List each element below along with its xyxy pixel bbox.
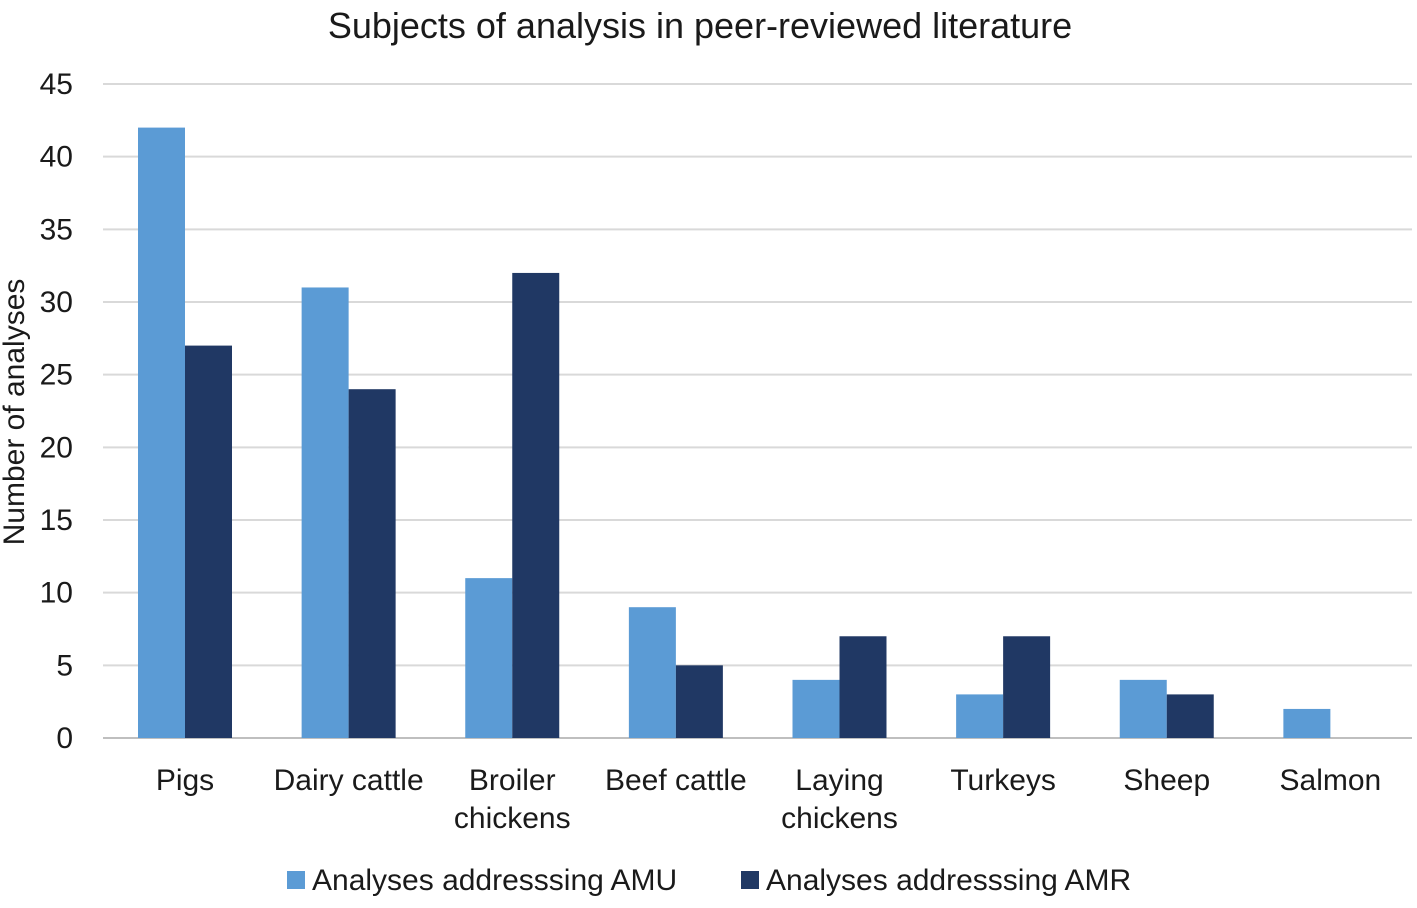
y-tick-label: 20 (40, 431, 73, 464)
bar-amu (1283, 708, 1331, 738)
y-tick-label: 15 (40, 504, 73, 537)
x-category-label: Laying chickens (781, 764, 898, 835)
y-tick-label: 30 (40, 286, 73, 319)
bar-amu (465, 578, 513, 738)
x-category-label: Salmon (1280, 764, 1382, 797)
bar-amr (512, 272, 560, 738)
y-tick-label: 10 (40, 577, 73, 610)
chart-title: Subjects of analysis in peer-reviewed li… (328, 5, 1072, 46)
bar-amr (1003, 636, 1051, 738)
bar-amr (348, 389, 396, 738)
gridlines (103, 83, 1412, 739)
bar-amu (138, 127, 185, 739)
bar-amu (301, 287, 349, 738)
x-category-label: Beef cattle (605, 764, 747, 797)
y-tick-label: 40 (40, 141, 73, 174)
bar-amu (1119, 679, 1167, 738)
bar-amr (839, 636, 887, 738)
bar-amr (675, 665, 723, 738)
x-category-label: Pigs (156, 764, 214, 797)
y-tick-label: 0 (56, 722, 73, 755)
y-tick-label: 25 (40, 359, 73, 392)
x-category-label: Dairy cattle (274, 764, 424, 797)
bars (138, 127, 1331, 739)
bar-amr (185, 345, 232, 738)
legend: Analyses addresssing AMU Analyses address… (287, 864, 1131, 897)
legend-label: Analyses addresssing AMU (312, 864, 677, 897)
y-tick-label: 5 (56, 649, 73, 682)
legend-label: Analyses addresssing AMR (766, 864, 1131, 897)
bar-amu (956, 694, 1004, 738)
y-axis-title: Number of analyses (0, 279, 31, 546)
y-axis-ticks: 0 5 10 15 20 25 30 35 40 45 (40, 68, 73, 755)
x-category-label: Broiler chickens (454, 764, 571, 835)
x-category-label: Turkeys (950, 764, 1056, 797)
bar-amr (1166, 694, 1214, 738)
x-axis-categories: Pigs Dairy cattle Broiler chickens Beef catt… (156, 764, 1381, 835)
bar-amu (628, 607, 676, 738)
legend-swatch (287, 871, 305, 889)
bar-amu (792, 679, 840, 738)
legend-swatch (741, 871, 759, 889)
y-tick-label: 35 (40, 213, 73, 246)
y-tick-label: 45 (40, 68, 73, 101)
x-category-label: Sheep (1123, 764, 1210, 797)
